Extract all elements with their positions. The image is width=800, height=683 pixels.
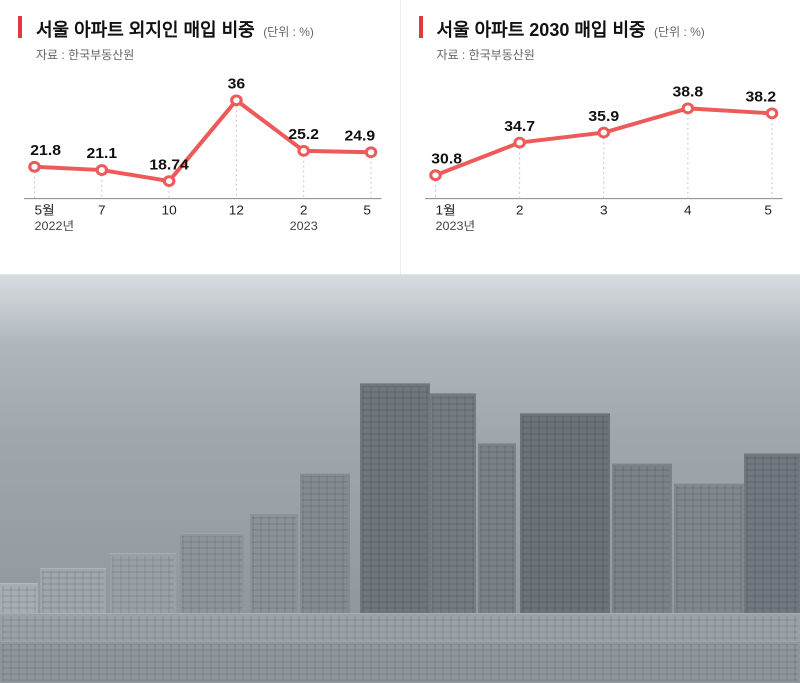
right-chart-title: 서울 아파트 2030 매입 비중 (437, 16, 646, 42)
svg-text:2023년: 2023년 (435, 219, 475, 233)
left-chart-panel: 서울 아파트 외지인 매입 비중 (단위 : %) 자료 : 한국부동산원 21… (0, 0, 400, 274)
svg-text:35.9: 35.9 (588, 108, 619, 124)
charts-row: 서울 아파트 외지인 매입 비중 (단위 : %) 자료 : 한국부동산원 21… (0, 0, 800, 275)
svg-text:5: 5 (764, 203, 772, 217)
svg-text:25.2: 25.2 (288, 127, 319, 143)
accent-bar-icon (419, 16, 423, 38)
left-chart-plot: 21.8 21.1 18.74 36 25.2 24.9 5월 7 10 12 2 5 2022년 202… (24, 60, 382, 232)
svg-text:38.2: 38.2 (745, 89, 776, 105)
svg-text:18.74: 18.74 (149, 157, 189, 173)
svg-text:21.1: 21.1 (86, 146, 117, 162)
svg-text:34.7: 34.7 (504, 118, 535, 134)
svg-text:12: 12 (229, 203, 244, 217)
accent-bar-icon (18, 16, 22, 38)
background-city-photo (0, 273, 800, 683)
right-chart-unit: (단위 : %) (654, 25, 705, 39)
svg-text:36: 36 (228, 76, 246, 92)
svg-text:30.8: 30.8 (431, 151, 462, 167)
svg-text:24.9: 24.9 (345, 128, 376, 144)
svg-text:2: 2 (300, 203, 308, 217)
svg-text:5: 5 (363, 203, 371, 217)
svg-text:2: 2 (515, 203, 523, 217)
left-chart-unit: (단위 : %) (263, 25, 314, 39)
svg-text:1월: 1월 (435, 203, 455, 217)
left-chart-title: 서울 아파트 외지인 매입 비중 (36, 16, 255, 42)
right-chart-plot: 30.8 34.7 35.9 38.8 38.2 1월 2 3 4 5 2023년 (425, 60, 783, 232)
right-chart-panel: 서울 아파트 2030 매입 비중 (단위 : %) 자료 : 한국부동산원 3… (400, 0, 800, 274)
svg-text:38.8: 38.8 (672, 84, 703, 100)
svg-text:21.8: 21.8 (30, 142, 61, 158)
svg-text:5월: 5월 (35, 203, 55, 217)
svg-text:4: 4 (684, 203, 692, 217)
svg-text:7: 7 (98, 203, 106, 217)
svg-text:2023: 2023 (290, 219, 318, 233)
svg-text:2022년: 2022년 (35, 219, 75, 233)
svg-text:10: 10 (161, 203, 176, 217)
svg-text:3: 3 (599, 203, 607, 217)
